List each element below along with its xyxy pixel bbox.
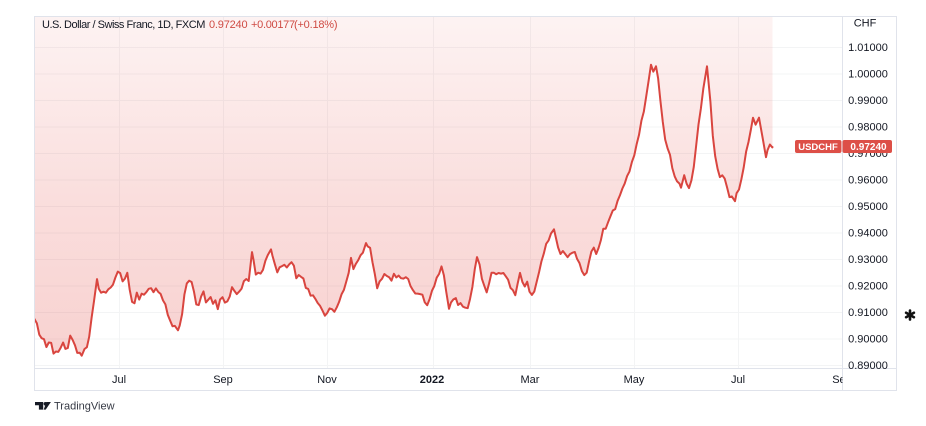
svg-text:Sep: Sep bbox=[832, 374, 852, 386]
svg-text:0.95000: 0.95000 bbox=[848, 201, 888, 213]
svg-text:Mar: Mar bbox=[521, 374, 540, 386]
svg-text:+0.00177: +0.00177 bbox=[251, 19, 295, 31]
svg-text:1.00000: 1.00000 bbox=[848, 69, 888, 81]
svg-text:0.89000: 0.89000 bbox=[848, 360, 888, 372]
svg-text:0.99000: 0.99000 bbox=[848, 95, 888, 107]
svg-text:CHF: CHF bbox=[854, 18, 877, 30]
svg-text:0.93000: 0.93000 bbox=[848, 254, 888, 266]
svg-text:0.94000: 0.94000 bbox=[848, 228, 888, 240]
svg-text:0.97240: 0.97240 bbox=[850, 142, 887, 153]
svg-text:0.90000: 0.90000 bbox=[848, 334, 888, 346]
svg-text:Jul: Jul bbox=[731, 374, 745, 386]
svg-text:May: May bbox=[624, 374, 645, 386]
svg-text:(+0.18%): (+0.18%) bbox=[294, 19, 337, 31]
svg-text:U.S. Dollar / Swiss Franc, 1D,: U.S. Dollar / Swiss Franc, 1D, FXCM bbox=[42, 19, 205, 31]
svg-text:TradingView: TradingView bbox=[54, 401, 115, 413]
svg-text:1.01000: 1.01000 bbox=[848, 42, 888, 54]
svg-text:Sep: Sep bbox=[213, 374, 233, 386]
svg-text:0.91000: 0.91000 bbox=[848, 307, 888, 319]
svg-text:0.96000: 0.96000 bbox=[848, 175, 888, 187]
svg-text:0.98000: 0.98000 bbox=[848, 122, 888, 134]
svg-text:0.92000: 0.92000 bbox=[848, 281, 888, 293]
svg-text:2022: 2022 bbox=[420, 374, 444, 386]
svg-text:Nov: Nov bbox=[317, 374, 337, 386]
svg-text:USDCHF: USDCHF bbox=[798, 142, 838, 153]
svg-text:0.97240: 0.97240 bbox=[209, 19, 247, 31]
svg-text:Jul: Jul bbox=[112, 374, 126, 386]
